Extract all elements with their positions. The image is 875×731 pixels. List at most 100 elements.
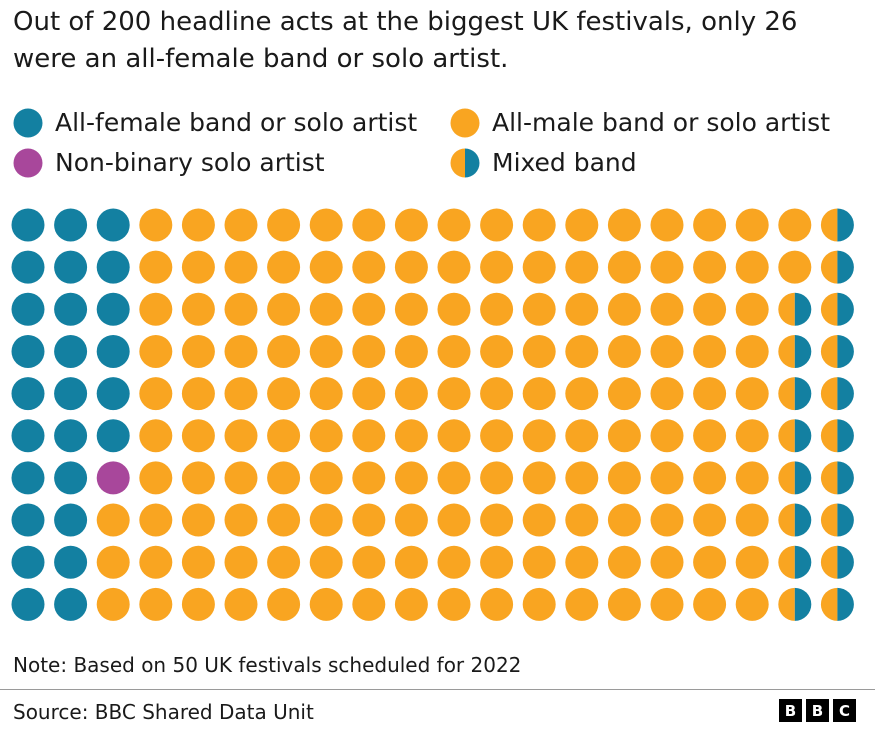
waffle-dot-male (394, 208, 428, 242)
waffle-dot-male (224, 503, 258, 537)
waffle-dot-male (607, 292, 641, 326)
waffle-dot-male (139, 503, 173, 537)
waffle-dot-male (693, 503, 727, 537)
waffle-dot-male (735, 419, 769, 453)
waffle-dot-mixed (778, 587, 812, 621)
waffle-dot-male (522, 208, 556, 242)
waffle-dot-male (607, 461, 641, 495)
waffle-dot-male (480, 292, 514, 326)
waffle-dot-male (650, 377, 684, 411)
waffle-dot-female (96, 250, 130, 284)
bbc-logo: B B C (779, 699, 856, 722)
waffle-dot-male (267, 419, 301, 453)
waffle-dot-half-right (837, 587, 854, 621)
waffle-dot-male (480, 587, 514, 621)
swatch-half-left (450, 148, 465, 178)
divider (0, 689, 875, 690)
waffle-dot-male (139, 250, 173, 284)
waffle-dot-male (607, 545, 641, 579)
waffle-dot-male (181, 377, 215, 411)
waffle-dot-male (607, 377, 641, 411)
waffle-dot-half-right (837, 250, 854, 284)
waffle-dot-male (96, 545, 130, 579)
waffle-dot-male (437, 545, 471, 579)
waffle-dot-male (352, 334, 386, 368)
chart-source: Source: BBC Shared Data Unit (13, 700, 314, 724)
waffle-dot-female (96, 334, 130, 368)
waffle-dot-male (139, 292, 173, 326)
waffle-dot-male (139, 587, 173, 621)
waffle-dot-mixed (820, 419, 854, 453)
waffle-dot-male (607, 587, 641, 621)
swatch-circle (13, 108, 43, 138)
legend-swatch-mixed (450, 148, 480, 178)
waffle-dot-mixed (820, 334, 854, 368)
waffle-dot-male (309, 503, 343, 537)
waffle-dot-male (735, 250, 769, 284)
waffle-dot-male (735, 587, 769, 621)
waffle-dot-half-right (794, 377, 812, 411)
waffle-dot-male (394, 461, 428, 495)
waffle-dot-male (565, 587, 599, 621)
waffle-dot-male (96, 587, 130, 621)
logo-letter: C (833, 699, 856, 722)
waffle-dot-male (480, 250, 514, 284)
waffle-dot-mixed (778, 545, 812, 579)
waffle-dot-male (267, 292, 301, 326)
waffle-dot-male (693, 377, 727, 411)
waffle-dot-half-right (794, 503, 812, 537)
waffle-dot-male (437, 587, 471, 621)
waffle-dot-female (54, 461, 88, 495)
waffle-dot-male (522, 250, 556, 284)
waffle-dot-male (522, 461, 556, 495)
waffle-dot-half-left (820, 292, 838, 326)
waffle-dot-male (352, 503, 386, 537)
waffle-dot-female (54, 419, 88, 453)
waffle-dot-male (352, 419, 386, 453)
waffle-dot-male (650, 545, 684, 579)
waffle-dot-male (735, 377, 769, 411)
waffle-dot-male (437, 292, 471, 326)
waffle-dot-male (480, 419, 514, 453)
waffle-dot-male (437, 250, 471, 284)
waffle-dot-mixed (778, 377, 812, 411)
waffle-dot-male (735, 461, 769, 495)
waffle-dot-half-right (794, 461, 812, 495)
waffle-dot-male (565, 503, 599, 537)
legend-label-mixed: Mixed band (492, 148, 637, 177)
waffle-dot-mixed (778, 461, 812, 495)
waffle-dot-male (181, 250, 215, 284)
waffle-dot-female (11, 250, 45, 284)
waffle-dot-half-left (778, 419, 795, 453)
waffle-dot-female (11, 587, 45, 621)
waffle-dot-male (309, 292, 343, 326)
waffle-dot-male (352, 292, 386, 326)
waffle-dot-half-right (794, 334, 812, 368)
waffle-dot-male (352, 587, 386, 621)
waffle-dot-male (181, 461, 215, 495)
legend: All-female band or solo artist All-male … (13, 108, 863, 188)
waffle-dot-half-left (778, 334, 795, 368)
waffle-dot-female (54, 250, 88, 284)
waffle-dot-male (394, 419, 428, 453)
waffle-dot-half-right (837, 208, 854, 242)
waffle-dot-half-right (837, 377, 854, 411)
waffle-dot-female (96, 419, 130, 453)
waffle-dot-male (309, 377, 343, 411)
waffle-dot-male (267, 461, 301, 495)
legend-swatch-male (450, 108, 480, 138)
waffle-dot-mixed (820, 461, 854, 495)
waffle-dot-male (352, 377, 386, 411)
waffle-dot-male (480, 461, 514, 495)
waffle-dot-male (309, 419, 343, 453)
waffle-dot-male (735, 208, 769, 242)
waffle-dot-male (267, 377, 301, 411)
waffle-dot-male (607, 419, 641, 453)
waffle-dot-male (267, 587, 301, 621)
waffle-dot-male (650, 292, 684, 326)
waffle-dot-male (565, 419, 599, 453)
waffle-dot-half-left (778, 292, 795, 326)
waffle-dot-male (437, 208, 471, 242)
waffle-dot-male (735, 503, 769, 537)
waffle-dot-male (565, 250, 599, 284)
